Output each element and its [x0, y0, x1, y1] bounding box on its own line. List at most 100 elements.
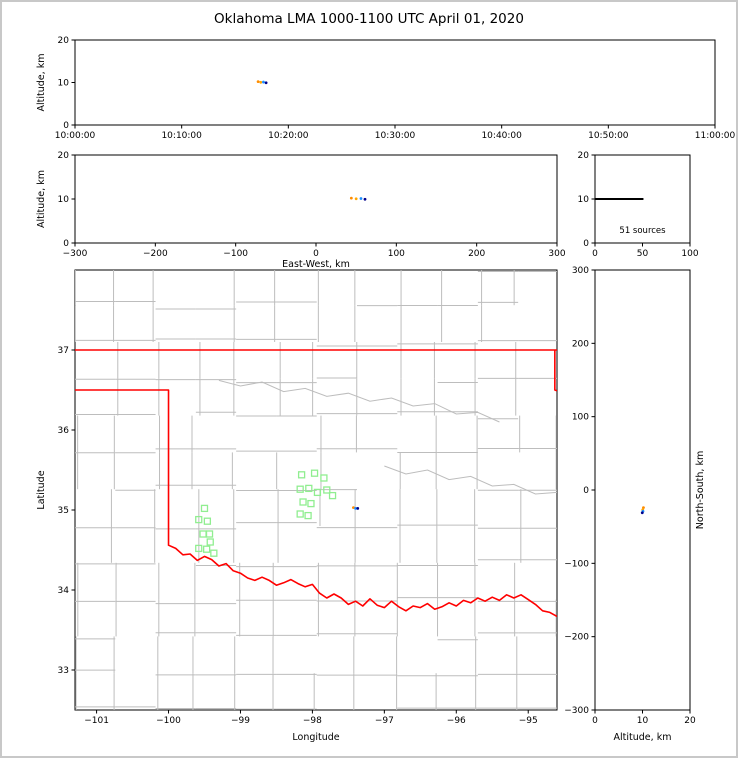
cg-strike-marker [323, 486, 331, 494]
lma-source-point [354, 197, 358, 201]
cg-strike-marker [307, 499, 315, 508]
lma-source-point [259, 80, 263, 84]
lma-source-point [359, 197, 363, 200]
x-tick-label: 0 [592, 716, 598, 726]
y-axis-label: Latitude [36, 470, 47, 509]
x-tick-label: 10:40:00 [481, 131, 522, 141]
panel-plan_view: −101 −100 −99 −98 −97 −96 −95 33 34 35 36 37 Longitu… [36, 269, 558, 743]
lma-source-point [640, 511, 644, 515]
x-tick-label: 10:10:00 [161, 131, 202, 141]
x-tick-label: 10 [637, 716, 649, 726]
panel-ew_height: −300 −200 −100 0 100 200 300 0 10 20 East-West, km… [36, 151, 566, 270]
lma-source-point [352, 506, 355, 509]
lma-source-point [256, 80, 260, 84]
cg-strike-marker [313, 488, 322, 497]
x-axis-label: Altitude, km [614, 732, 672, 743]
map-content [75, 270, 557, 710]
x-tick-label: −300 [63, 249, 88, 259]
x-tick-label: 100 [681, 249, 698, 259]
cg-strike-marker [320, 474, 328, 482]
lma-source-point [642, 506, 645, 509]
county-boundaries [75, 270, 557, 710]
y-tick-label: −300 [564, 706, 589, 716]
lma-source-point [349, 196, 353, 200]
panel-alt_histogram: 0 50 100 0 10 20 51 sources [578, 151, 699, 259]
cg-strike-marker [206, 538, 214, 546]
y-tick-label: 37 [58, 346, 69, 356]
x-tick-label: −100 [223, 249, 248, 259]
x-tick-label: −95 [519, 716, 538, 726]
cg-strike-marker [195, 544, 203, 553]
x-tick-label: −100 [156, 716, 181, 726]
cg-strike-marker [203, 545, 211, 553]
x-tick-label: 300 [548, 249, 565, 259]
figure-title: Oklahoma LMA 1000-1100 UTC April 01, 202… [214, 11, 524, 27]
lma-source-point [264, 81, 268, 85]
x-tick-label: 100 [388, 249, 405, 259]
x-tick-label: 10:20:00 [268, 131, 309, 141]
x-tick-label: −200 [143, 249, 168, 259]
cg-strike-marker [296, 485, 304, 493]
cg-strike-marker [297, 471, 306, 479]
x-tick-label: −98 [303, 716, 322, 726]
cg-strike-marker [328, 491, 337, 500]
y-tick-label: 34 [58, 586, 70, 596]
x-tick-label: 20 [684, 716, 696, 726]
x-tick-label: 10:50:00 [588, 131, 629, 141]
cg-strike-marker [304, 511, 312, 520]
x-tick-label: 10:00:00 [55, 131, 96, 141]
cg-strike-marker [203, 517, 212, 525]
y-tick-label: 0 [583, 239, 589, 249]
cg-strike-marker [296, 510, 304, 518]
y-tick-label: 10 [58, 79, 70, 89]
x-tick-label: 10:30:00 [375, 131, 416, 141]
x-tick-label: −101 [84, 716, 109, 726]
y-tick-label: 0 [63, 121, 69, 131]
oklahoma-border [75, 389, 557, 618]
y-tick-label: 35 [58, 506, 69, 516]
y-tick-label: 36 [58, 426, 70, 436]
x-axis-label: Longitude [292, 732, 339, 743]
lma-source-point [363, 197, 367, 201]
y-tick-label: 33 [58, 666, 69, 676]
y-tick-label: −200 [564, 633, 589, 643]
lma-source-point [262, 80, 265, 84]
x-axis-label: East-West, km [282, 259, 350, 270]
x-tick-label: 0 [313, 249, 319, 259]
panel-ns_height: 0 10 20 300 200 100 0 −100 −200 −300 Altitude, km N… [564, 266, 706, 743]
y-axis-label: Altitude, km [36, 170, 47, 228]
cg-strike-marker [200, 504, 209, 513]
y-axis-label: Altitude, km [36, 54, 47, 112]
y-tick-label: 10 [578, 195, 590, 205]
river-line [384, 465, 557, 495]
y-tick-label: 100 [572, 413, 589, 423]
x-tick-label: 50 [637, 249, 649, 259]
y-axis-label-right: North-South, km [695, 451, 706, 529]
lma-source-point [356, 507, 360, 510]
oklahoma-border [554, 350, 557, 392]
x-tick-label: −96 [447, 716, 466, 726]
panel-time_height: 10:00:00 10:10:00 10:20:00 10:30:00 10:40:00… [36, 36, 735, 141]
x-tick-label: 200 [468, 249, 485, 259]
y-tick-label: 10 [58, 195, 70, 205]
cg-strike-marker [210, 549, 218, 557]
cg-strike-marker [195, 515, 203, 524]
sources-count-label: 51 sources [619, 226, 666, 236]
cg-strike-marker [205, 530, 214, 538]
y-tick-label: 20 [578, 151, 590, 161]
river-line [218, 379, 500, 423]
y-tick-label: 20 [58, 36, 70, 46]
x-tick-label: −97 [375, 716, 394, 726]
lma-source-point [354, 507, 357, 510]
x-tick-label: −99 [231, 716, 250, 726]
y-tick-label: 20 [58, 151, 70, 161]
y-tick-label: 0 [63, 239, 69, 249]
cg-strike-marker [310, 469, 319, 477]
y-tick-label: −100 [564, 559, 589, 569]
cg-strike-marker [299, 498, 307, 506]
x-tick-label: 0 [592, 249, 598, 259]
y-tick-label: 300 [572, 266, 589, 276]
y-tick-label: 0 [583, 486, 589, 496]
x-tick-label: 11:00:00 [695, 131, 736, 141]
